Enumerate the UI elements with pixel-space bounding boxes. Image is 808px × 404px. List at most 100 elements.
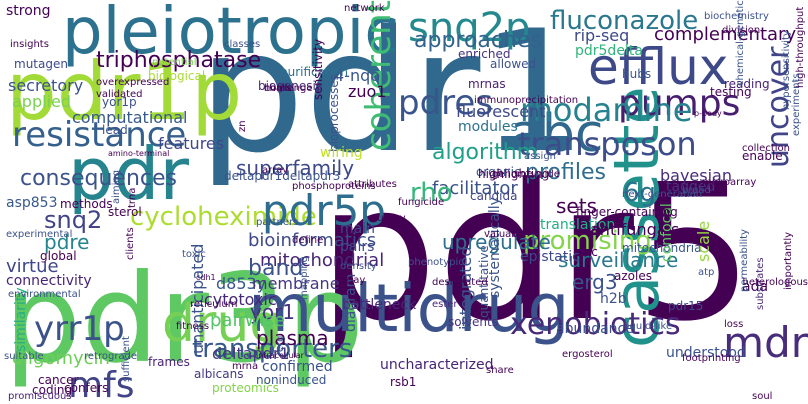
- word-homs: homs: [264, 83, 292, 94]
- word-ester: ester: [432, 299, 458, 310]
- word-abundance: abundance: [556, 321, 634, 337]
- word-cycloheximide: cycloheximide: [130, 202, 317, 232]
- word-membrane: membrane: [252, 274, 340, 293]
- word-pdr: pdr: [68, 132, 190, 216]
- word-promiscuous: promiscuous: [8, 391, 72, 402]
- word-pdr5p: pdr5p: [262, 186, 386, 235]
- word-testing: testing: [710, 85, 752, 99]
- word-strong: strong: [6, 3, 51, 19]
- word-enriched: enriched: [458, 47, 511, 61]
- word-solvents: solvents: [448, 315, 498, 329]
- word-cancer: cancer: [38, 373, 79, 387]
- word-sets: sets: [556, 194, 597, 218]
- word-highlighting: highlighting: [478, 167, 550, 181]
- word-virtue: virtue: [6, 256, 59, 277]
- word-mitochondrial: mitochondrial: [260, 250, 385, 271]
- word-mutagen: mutagen: [14, 57, 68, 71]
- word-phenotypic: phenotypic: [408, 257, 464, 268]
- word-rip-seq: rip-seq: [574, 26, 630, 45]
- word-immunoprecipitation: immunoprecipitation: [474, 95, 579, 106]
- word-yrr1p: yrr1p: [34, 309, 125, 349]
- word-fitness: fitness: [176, 321, 210, 332]
- word-intracellular: intracellular: [256, 351, 304, 360]
- word-allowed: allowed: [490, 57, 537, 71]
- word-applied: applied: [12, 92, 72, 111]
- word-candida: candida: [470, 189, 518, 203]
- word-h2b: h2b: [600, 291, 627, 307]
- word-profiles: profiles: [525, 160, 606, 185]
- word-proteomics: proteomics: [212, 381, 279, 395]
- word-microarray: microarray: [702, 177, 757, 188]
- word-attributes: attributes: [348, 179, 397, 190]
- word-surveillance: surveillance: [558, 248, 679, 272]
- word-broad: broad: [682, 185, 711, 196]
- word-erg: erg: [275, 335, 286, 352]
- word-clients: clients: [125, 227, 136, 260]
- word-pdr3p: pdr3p: [4, 248, 365, 390]
- word-algorithm: algorithm: [432, 140, 539, 165]
- word-pdr1: pdr1: [198, 0, 588, 190]
- word-triphosphatase: triphosphatase: [96, 48, 262, 73]
- word-multidrug: multidrug: [248, 270, 570, 347]
- word-upregulate: upregulate: [442, 230, 551, 254]
- word-loss: loss: [724, 319, 744, 330]
- word-confirmed: confirmed: [262, 359, 333, 375]
- word-share: share: [486, 365, 514, 376]
- word-p-body: p-body: [694, 109, 722, 118]
- word-oligomycin: oligomycin: [12, 348, 110, 369]
- word-uncharacterized: uncharacterized: [380, 357, 494, 373]
- word-collection: collection: [742, 143, 790, 154]
- word-deltapdr1: deltapdr1: [212, 344, 290, 363]
- word-liquid-like: liquid-like: [624, 321, 673, 332]
- word-azoles: azoles: [614, 269, 652, 283]
- word-promising: promising: [523, 226, 652, 256]
- word-rho: rho: [410, 178, 453, 208]
- word-array: array: [262, 165, 289, 176]
- word-translation: translation: [540, 217, 616, 233]
- word-global: global: [40, 249, 77, 263]
- word-mrnas: mrnas: [468, 77, 506, 91]
- word-noninduced: noninduced: [256, 373, 327, 387]
- word-deltapdr1deltapdr3: deltapdr1deltapdr3: [224, 169, 341, 183]
- word-complementary: complementary: [654, 24, 797, 45]
- word-trna: trna: [127, 187, 138, 208]
- word-footprinting: footprinting: [682, 353, 741, 364]
- word-pleiotropic: pleiotropic: [62, 0, 400, 69]
- word-fluorescent: fluorescent: [456, 102, 546, 121]
- word-mapping: mapping: [299, 255, 310, 300]
- word-connectivity: connectivity: [6, 273, 92, 289]
- word-zn: zn: [237, 120, 248, 132]
- word-computational: computational: [72, 108, 188, 127]
- word-albicans: albicans: [194, 367, 244, 381]
- word-define: define: [292, 235, 324, 246]
- word-challenge: challenge: [264, 83, 313, 94]
- word-finger-containing: finger-containing: [576, 205, 678, 219]
- word-pairs: pairs: [340, 239, 375, 255]
- word-pdres: pdres: [398, 83, 494, 123]
- word-band: band: [248, 256, 304, 281]
- word-coding: coding: [32, 383, 73, 397]
- word-pdr5delta: pdr5delta: [575, 43, 643, 59]
- word-mdr: mdr: [723, 318, 808, 367]
- word-density: density: [340, 261, 377, 272]
- word-bioinformatics: bioinformatics: [248, 230, 377, 251]
- word-biogenesis: biogenesis: [258, 79, 323, 93]
- word-heterologous: heterologous: [742, 277, 808, 288]
- word-rhodamine: rhodamine: [520, 91, 693, 129]
- word-overexpressed: overexpressed: [96, 77, 170, 88]
- word-cytotoxic: cytotoxic: [204, 290, 277, 309]
- word-validated: validated: [96, 89, 143, 100]
- word-chemical-genetic: chemical-genetic: [735, 0, 746, 86]
- word-ada: ada: [742, 279, 769, 295]
- word-ergosterol: ergosterol: [562, 349, 613, 360]
- word-epistatic: epistatic: [520, 249, 580, 265]
- word-suitable: suitable: [4, 351, 44, 362]
- word-reticulum: reticulum: [190, 299, 238, 310]
- word-tagged: tagged: [666, 179, 716, 195]
- word-pairwise: pairwise: [210, 310, 286, 331]
- word-purification: purification: [280, 65, 348, 79]
- word-hubs: hubs: [622, 67, 652, 81]
- word-yor1: yor1: [250, 300, 296, 324]
- word-scale: scale: [694, 220, 713, 262]
- word-aiming: aiming: [111, 169, 122, 204]
